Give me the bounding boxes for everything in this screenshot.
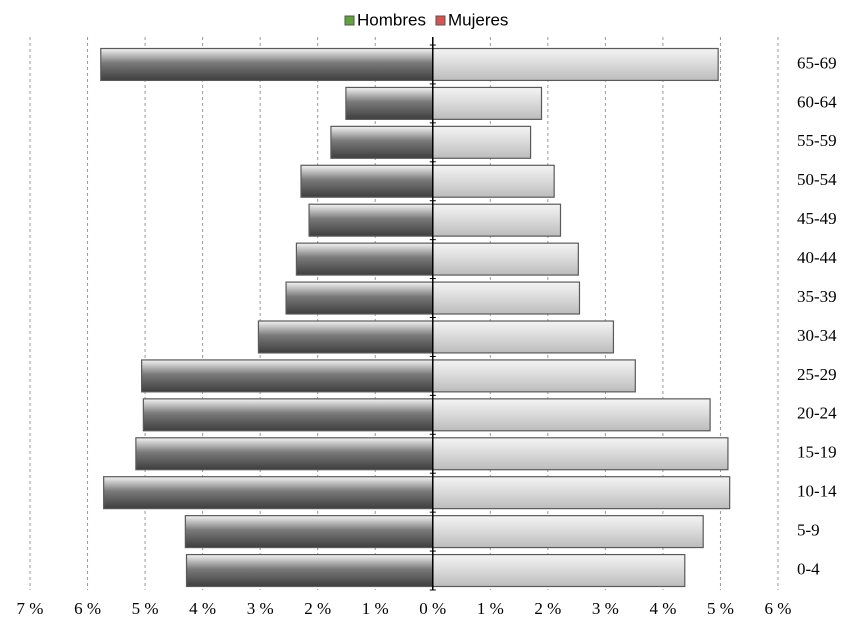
bar	[103, 476, 434, 510]
bar	[142, 398, 434, 432]
bar	[432, 281, 581, 315]
bar	[432, 125, 532, 159]
y-tick-label: 10-14	[797, 482, 837, 501]
bar	[432, 515, 704, 549]
legend-swatch	[435, 15, 446, 26]
x-tick-label: 1 %	[477, 599, 504, 618]
y-tick-label: 50-54	[797, 170, 837, 189]
bar	[432, 86, 543, 120]
bar	[295, 242, 434, 276]
y-tick-label: 15-19	[797, 443, 837, 462]
x-tick-label: 0 %	[419, 599, 446, 618]
x-tick-label: 6 %	[765, 599, 792, 618]
y-tick-label: 25-29	[797, 365, 837, 384]
bar	[432, 359, 636, 393]
bar	[135, 437, 434, 471]
bar	[141, 359, 434, 393]
bar	[308, 203, 434, 237]
x-tick-label: 7 %	[17, 599, 44, 618]
bar	[257, 320, 434, 354]
bar	[432, 437, 729, 471]
y-tick-label: 60-64	[797, 92, 837, 111]
y-tick-label: 20-24	[797, 404, 837, 423]
bar	[300, 164, 434, 198]
legend-label: Hombres	[357, 10, 426, 29]
x-tick-label: 2 %	[304, 599, 331, 618]
bar	[432, 203, 562, 237]
bar	[345, 86, 434, 120]
bar	[432, 398, 711, 432]
x-tick-label: 5 %	[132, 599, 159, 618]
bar	[432, 320, 615, 354]
y-tick-label: 30-34	[797, 326, 837, 345]
bar	[432, 553, 686, 588]
bar	[185, 553, 434, 588]
y-tick-label: 55-59	[797, 131, 837, 150]
y-tick-label: 45-49	[797, 209, 837, 228]
x-tick-label: 3 %	[247, 599, 274, 618]
x-tick-label: 4 %	[649, 599, 676, 618]
bar	[432, 47, 719, 82]
bar	[330, 125, 434, 159]
y-tick-label: 35-39	[797, 287, 837, 306]
y-tick-label: 5-9	[797, 521, 820, 540]
bar	[100, 47, 434, 82]
x-tick-label: 5 %	[707, 599, 734, 618]
bar	[184, 515, 434, 549]
bar	[432, 164, 555, 198]
legend-swatch	[344, 15, 355, 26]
bar	[432, 476, 731, 510]
bar	[432, 242, 579, 276]
x-tick-label: 4 %	[189, 599, 216, 618]
x-tick-label: 6 %	[74, 599, 101, 618]
y-tick-label: 40-44	[797, 248, 837, 267]
x-tick-label: 1 %	[362, 599, 389, 618]
bar	[285, 281, 434, 315]
y-tick-label: 65-69	[797, 53, 837, 72]
legend-label: Mujeres	[448, 10, 508, 29]
x-tick-label: 2 %	[534, 599, 561, 618]
x-tick-label: 3 %	[592, 599, 619, 618]
y-tick-label: 0-4	[797, 559, 820, 578]
